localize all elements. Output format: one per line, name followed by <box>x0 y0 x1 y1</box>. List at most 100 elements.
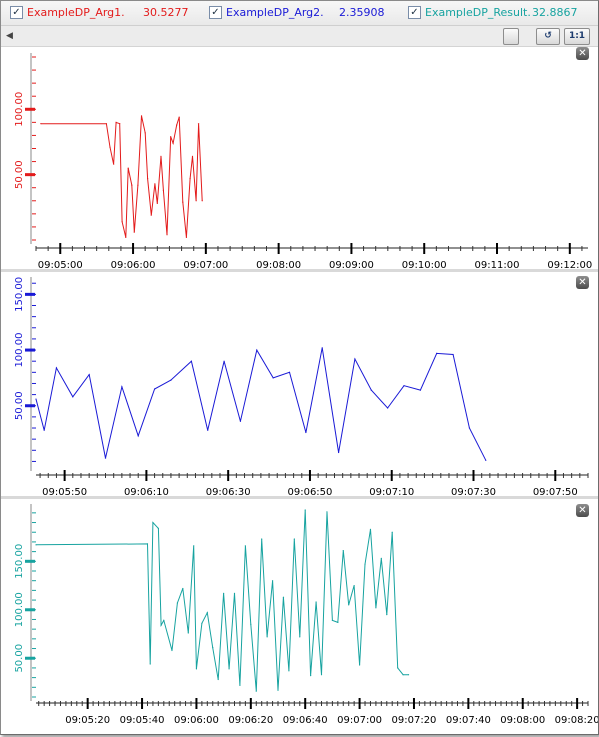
close-icon: ✕ <box>578 505 587 516</box>
data-point <box>72 396 74 398</box>
series-line <box>35 509 409 692</box>
data-point <box>305 431 307 434</box>
data-point <box>109 146 111 148</box>
data-point <box>146 543 149 545</box>
x-tick-label: 09:05:00 <box>38 260 83 271</box>
data-point <box>170 379 172 381</box>
data-point <box>342 550 344 552</box>
data-point <box>402 674 404 676</box>
data-point <box>228 668 230 670</box>
data-point <box>127 167 129 169</box>
close-chart-3-button[interactable]: ✕ <box>576 504 589 517</box>
x-tick-label: 09:06:10 <box>124 487 169 498</box>
close-chart-2-button[interactable]: ✕ <box>576 276 589 289</box>
data-point <box>140 115 143 117</box>
y-tick-label: 50.00 <box>14 391 25 420</box>
legend-item-result[interactable]: ✓ ExampleDP_Result. 32.8867 <box>408 6 593 20</box>
data-point <box>320 674 323 676</box>
data-point <box>149 663 151 665</box>
y-tick-label: 150.00 <box>14 277 25 312</box>
data-point <box>189 177 191 180</box>
data-point <box>337 621 339 623</box>
data-point <box>304 509 306 511</box>
data-point <box>121 386 123 388</box>
data-point <box>369 528 372 530</box>
legend-checkbox-arg1[interactable]: ✓ <box>10 6 23 19</box>
data-point <box>436 352 438 354</box>
data-point <box>113 163 115 165</box>
data-point <box>331 619 333 622</box>
data-point <box>354 358 356 360</box>
x-tick-label: 09:08:00 <box>500 715 545 726</box>
close-chart-1-button[interactable]: ✕ <box>576 47 589 60</box>
data-point <box>207 429 209 431</box>
data-point <box>403 385 405 387</box>
data-point <box>266 636 268 638</box>
data-point <box>272 377 274 379</box>
data-point <box>125 236 127 238</box>
data-point <box>157 527 159 529</box>
refresh-button[interactable]: ↺ <box>536 28 560 45</box>
legend-item-arg1[interactable]: ✓ ExampleDP_Arg1. 30.5277 <box>10 6 195 20</box>
toolbar: ◀ ↺ 1:1 <box>1 26 598 47</box>
data-point <box>162 189 164 191</box>
legend-value-arg2: 2.35908 <box>339 6 385 19</box>
panel-separator[interactable] <box>1 269 598 272</box>
legend-value-arg1: 30.5277 <box>143 6 189 19</box>
x-tick-label: 09:12:00 <box>547 260 592 271</box>
legend-name-arg1: ExampleDP_Arg1. <box>27 6 125 19</box>
data-point <box>244 545 246 547</box>
data-point <box>353 584 355 587</box>
data-point <box>176 124 178 126</box>
refresh-icon: ↺ <box>544 31 552 41</box>
blank-button[interactable] <box>503 28 519 45</box>
x-tick-label: 09:07:20 <box>392 715 437 726</box>
data-point <box>326 511 328 513</box>
legend-checkbox-arg2[interactable]: ✓ <box>209 6 222 19</box>
check-icon: ✓ <box>410 7 419 18</box>
data-point <box>35 398 37 400</box>
data-point <box>206 612 208 614</box>
data-point <box>261 538 263 540</box>
arrow-left-icon[interactable]: ◀ <box>6 31 13 41</box>
data-point <box>163 619 165 622</box>
data-point <box>223 360 225 362</box>
data-point <box>182 587 184 590</box>
series-line <box>35 347 487 461</box>
x-tick-label: 09:06:20 <box>228 715 273 726</box>
data-point <box>271 580 274 582</box>
data-point <box>337 451 340 454</box>
data-point <box>255 690 257 692</box>
data-point <box>55 367 58 369</box>
data-point <box>239 420 242 422</box>
x-tick-label: 09:06:30 <box>206 487 251 498</box>
legend-item-arg2[interactable]: ✓ ExampleDP_Arg2. 2.35908 <box>209 6 385 20</box>
x-tick-label: 09:08:20 <box>555 715 598 726</box>
data-point <box>391 531 393 533</box>
data-point <box>170 136 172 138</box>
x-tick-label: 09:07:00 <box>183 260 228 271</box>
data-point <box>419 389 421 391</box>
data-point <box>277 689 279 691</box>
panel-separator[interactable] <box>1 496 598 499</box>
legend-checkbox-result[interactable]: ✓ <box>408 6 421 19</box>
data-point <box>178 116 180 118</box>
data-point <box>119 123 121 125</box>
data-point <box>171 649 173 652</box>
data-point <box>187 632 189 634</box>
legend-bar: ✓ ExampleDP_Arg1. 30.5277 ✓ ExampleDP_Ar… <box>1 1 598 26</box>
y-tick-label: 100.00 <box>14 592 25 627</box>
data-point <box>104 457 107 459</box>
series-line <box>40 115 203 238</box>
zoom-1to1-button[interactable]: 1:1 <box>564 28 590 45</box>
y-tick-label: 50.00 <box>14 644 25 673</box>
data-point <box>115 121 117 123</box>
x-tick-label: 09:05:20 <box>65 715 110 726</box>
data-point <box>35 544 37 546</box>
data-point <box>293 538 295 540</box>
data-point <box>166 234 168 236</box>
data-point <box>195 200 197 202</box>
data-point <box>172 142 174 144</box>
data-point <box>160 155 162 157</box>
